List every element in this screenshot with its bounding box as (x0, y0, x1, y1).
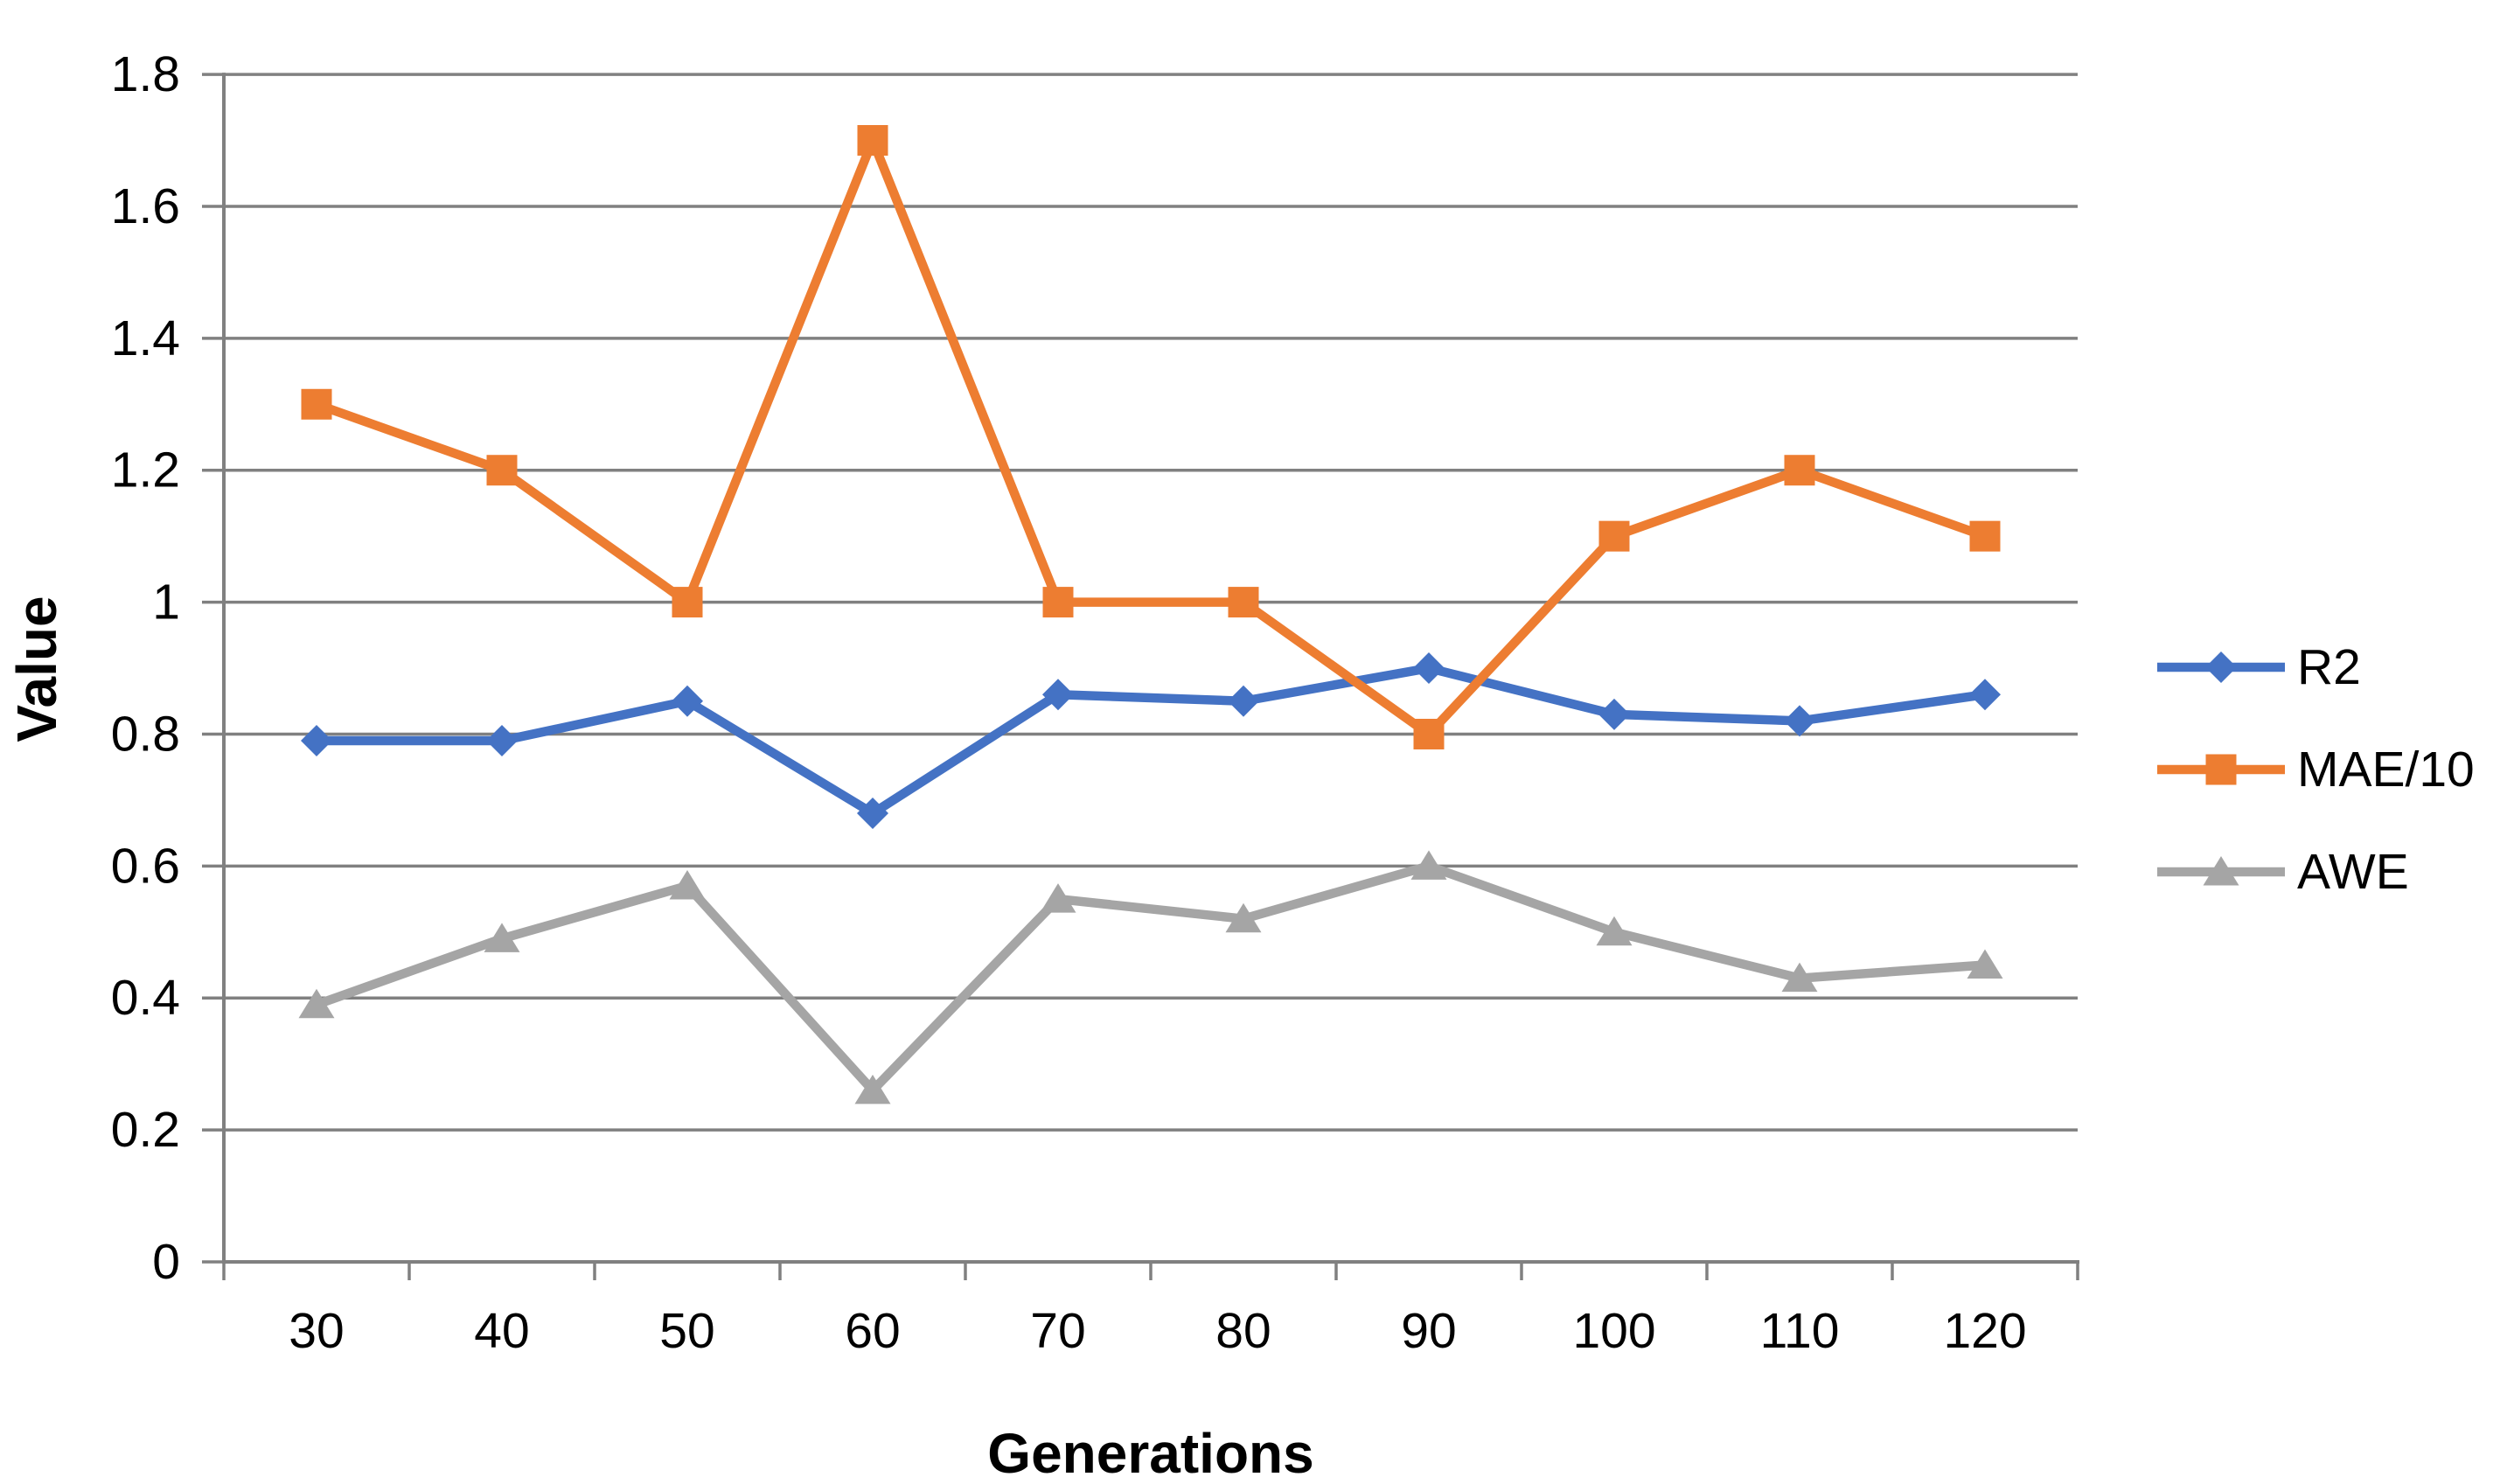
series-mae-10-marker (1784, 455, 1815, 486)
series-awe-marker (854, 1074, 891, 1104)
series-awe-marker (1967, 949, 2003, 979)
series-mae-10-marker (486, 455, 518, 486)
series-awe (298, 850, 2003, 1104)
y-tick-label: 0 (152, 1234, 180, 1290)
x-tick-label: 50 (659, 1303, 714, 1359)
y-tick-label: 1 (152, 575, 180, 631)
series-r2-marker (672, 685, 703, 717)
series-r2-marker (1228, 685, 1259, 717)
gridlines-layer (202, 73, 2078, 1264)
series-mae-10-marker (1598, 520, 1630, 552)
series-mae-10-marker (1228, 587, 1259, 618)
y-tick-label: 0.2 (111, 1102, 180, 1158)
series-mae-10-marker (857, 125, 888, 157)
series-awe-marker (1781, 962, 1818, 993)
axes-layer (222, 73, 2079, 1280)
series-awe-marker (1225, 902, 1262, 933)
series-mae-10-marker (301, 388, 332, 420)
series-r2-marker (1413, 652, 1445, 685)
series-mae-10 (301, 125, 2001, 749)
series-awe-marker (484, 923, 520, 952)
tick-labels-layer: 0 0.2 0.4 0.6 0.8 1 1.2 1.4 1.6 1.8 30 40 50 60 70 80 90… (111, 46, 2027, 1359)
x-tick-label: 40 (474, 1303, 529, 1359)
legend-marker-awe (2203, 856, 2239, 886)
series-r2-marker (301, 725, 332, 757)
x-tick-label: 70 (1030, 1303, 1085, 1359)
legend-marker-r2 (2205, 651, 2237, 683)
x-tick-label: 90 (1401, 1303, 1456, 1359)
x-tick-label: 30 (289, 1303, 344, 1359)
legend-marker-mae-10 (2205, 754, 2237, 785)
x-tick-label: 80 (1215, 1303, 1271, 1359)
x-tick-label: 60 (845, 1303, 900, 1359)
series-layer (298, 125, 2003, 1104)
y-tick-label: 1.4 (111, 310, 180, 366)
series-awe-marker (298, 988, 335, 1019)
series-awe-marker (1040, 883, 1076, 913)
series-mae-10-line (311, 136, 1990, 739)
series-mae-10-marker (1042, 587, 1074, 618)
series-r2-marker (1042, 679, 1074, 711)
legend: R2 MAE/10 AWE (2157, 639, 2475, 900)
x-tick-label: 120 (1943, 1303, 2026, 1359)
series-r2-marker (1784, 705, 1815, 737)
series-r2-marker (857, 798, 888, 830)
series-r2-marker (1598, 698, 1630, 730)
legend-label-mae-10: MAE/10 (2297, 742, 2475, 798)
legend-item-awe: AWE (2157, 844, 2409, 900)
y-tick-label: 0.6 (111, 838, 180, 894)
y-tick-label: 1.8 (111, 46, 180, 102)
series-mae-10-marker (672, 587, 703, 618)
legend-item-r2: R2 (2157, 639, 2361, 695)
legend-label-awe: AWE (2297, 844, 2409, 900)
series-mae-10-marker (1969, 520, 2001, 552)
x-tick-label: 100 (1572, 1303, 1655, 1359)
y-tick-label: 0.4 (111, 970, 180, 1026)
series-r2 (301, 652, 2001, 830)
y-axis-title: Value (5, 596, 68, 742)
series-awe-marker (1410, 850, 1447, 880)
y-tick-label: 0.8 (111, 706, 180, 762)
legend-label-r2: R2 (2297, 639, 2361, 695)
series-awe-line (311, 861, 1990, 1096)
series-r2-marker (1969, 679, 2001, 711)
y-tick-label: 1.2 (111, 442, 180, 498)
y-tick-label: 1.6 (111, 178, 180, 234)
x-tick-label: 110 (1760, 1303, 1840, 1359)
series-mae-10-marker (1413, 718, 1445, 749)
x-axis-title: Generations (987, 1422, 1313, 1484)
series-awe-marker (1596, 916, 1633, 946)
series-r2-line (311, 663, 1990, 819)
series-awe-marker (669, 869, 706, 900)
series-r2-marker (486, 725, 518, 757)
legend-item-mae-10: MAE/10 (2157, 742, 2475, 798)
